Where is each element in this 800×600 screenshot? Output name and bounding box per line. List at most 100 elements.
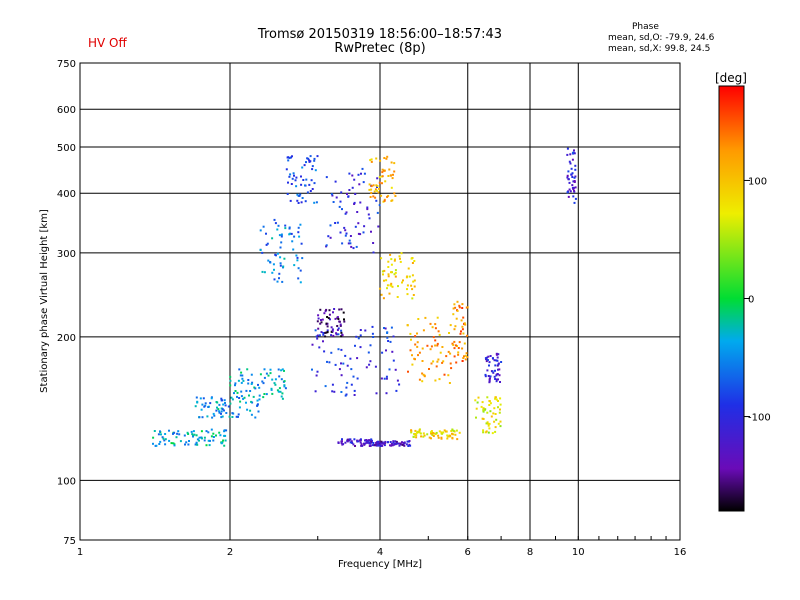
data-point xyxy=(407,370,409,373)
data-point xyxy=(361,167,364,170)
data-point xyxy=(389,174,392,177)
data-point xyxy=(331,390,334,393)
data-point xyxy=(405,443,408,446)
data-point xyxy=(387,260,390,263)
data-point xyxy=(409,349,412,352)
data-point xyxy=(348,189,351,191)
data-point xyxy=(381,441,384,444)
data-point xyxy=(497,406,499,409)
data-point xyxy=(299,193,302,196)
data-point xyxy=(357,337,360,340)
data-point xyxy=(204,402,207,405)
data-point xyxy=(220,412,222,415)
y-axis-label: Stationary phase Virtual Height [km] xyxy=(39,209,50,393)
data-point xyxy=(309,190,312,192)
data-point xyxy=(393,273,396,276)
data-point xyxy=(290,232,293,235)
data-point xyxy=(327,317,330,320)
data-point xyxy=(394,269,397,272)
data-point xyxy=(315,201,318,204)
data-point xyxy=(466,334,469,337)
data-point xyxy=(301,257,304,260)
data-point xyxy=(291,177,294,180)
data-point xyxy=(499,420,502,423)
data-point xyxy=(388,292,391,295)
data-point xyxy=(428,368,430,370)
data-point xyxy=(383,199,386,202)
data-point xyxy=(356,440,359,443)
data-point xyxy=(328,309,331,312)
data-point xyxy=(256,404,259,407)
data-point xyxy=(321,318,324,321)
data-point xyxy=(356,211,359,213)
data-point xyxy=(381,270,384,273)
data-point xyxy=(498,411,501,414)
data-point xyxy=(349,438,352,441)
data-point xyxy=(344,441,347,444)
data-point xyxy=(567,195,570,198)
data-point xyxy=(258,398,261,401)
data-point xyxy=(394,258,396,261)
data-point xyxy=(235,415,238,418)
x-tick-label: 4 xyxy=(377,547,383,558)
data-point xyxy=(259,249,262,251)
data-point xyxy=(367,351,370,354)
data-point xyxy=(274,383,277,386)
data-point xyxy=(313,182,316,185)
data-point xyxy=(316,320,319,323)
data-point xyxy=(340,335,343,338)
data-point xyxy=(456,438,459,441)
data-point xyxy=(278,272,281,275)
data-point xyxy=(295,176,298,179)
data-point xyxy=(363,442,365,445)
data-point xyxy=(363,443,366,446)
data-point xyxy=(451,437,454,440)
data-point xyxy=(315,374,318,377)
data-point xyxy=(388,368,391,371)
data-point xyxy=(386,287,388,290)
data-point xyxy=(434,339,437,342)
data-point xyxy=(297,231,300,234)
data-point xyxy=(265,393,268,396)
data-point xyxy=(261,251,264,254)
data-point xyxy=(284,387,287,390)
data-point xyxy=(270,388,273,391)
data-point xyxy=(251,381,254,384)
data-point xyxy=(241,377,244,380)
data-point xyxy=(379,445,382,447)
data-point xyxy=(481,401,484,404)
data-point xyxy=(237,415,239,418)
plot-grid xyxy=(80,63,680,540)
data-point xyxy=(254,416,257,419)
data-point xyxy=(307,157,310,160)
data-point xyxy=(313,159,316,162)
data-point xyxy=(329,318,331,321)
data-point xyxy=(494,364,497,367)
data-point xyxy=(452,433,455,436)
data-point xyxy=(573,180,576,182)
data-point xyxy=(377,191,380,194)
data-point xyxy=(203,436,206,439)
data-point xyxy=(297,202,300,204)
data-point xyxy=(358,183,361,186)
data-point xyxy=(162,437,165,440)
data-point xyxy=(223,430,226,433)
data-point xyxy=(569,190,572,193)
data-point xyxy=(159,430,161,433)
data-point xyxy=(326,360,328,363)
data-point xyxy=(340,362,342,365)
data-point xyxy=(225,429,228,432)
data-point xyxy=(494,369,496,372)
data-point xyxy=(379,159,382,162)
data-point xyxy=(243,396,246,399)
data-point xyxy=(326,316,329,318)
data-point xyxy=(490,415,493,418)
data-point xyxy=(287,159,290,162)
data-point xyxy=(341,440,343,443)
data-point xyxy=(277,224,280,227)
data-point xyxy=(316,155,319,158)
data-point xyxy=(437,436,440,439)
data-point xyxy=(451,428,454,431)
data-point xyxy=(445,355,448,358)
data-point xyxy=(332,334,335,337)
